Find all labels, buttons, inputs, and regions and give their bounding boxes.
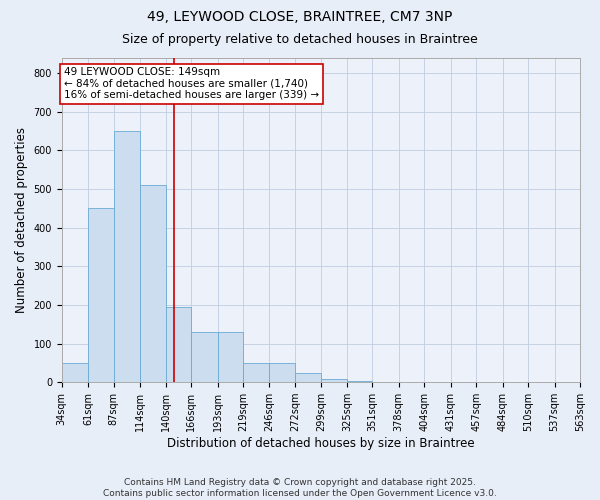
Text: 49 LEYWOOD CLOSE: 149sqm
← 84% of detached houses are smaller (1,740)
16% of sem: 49 LEYWOOD CLOSE: 149sqm ← 84% of detach… bbox=[64, 67, 319, 100]
Y-axis label: Number of detached properties: Number of detached properties bbox=[15, 127, 28, 313]
Bar bbox=[191, 332, 218, 382]
Bar bbox=[243, 363, 269, 382]
Text: Size of property relative to detached houses in Braintree: Size of property relative to detached ho… bbox=[122, 32, 478, 46]
Bar bbox=[62, 363, 88, 382]
Bar bbox=[113, 131, 140, 382]
Bar bbox=[295, 372, 322, 382]
Bar bbox=[269, 363, 295, 382]
Bar bbox=[88, 208, 113, 382]
Bar bbox=[218, 332, 243, 382]
Bar bbox=[140, 185, 166, 382]
Text: 49, LEYWOOD CLOSE, BRAINTREE, CM7 3NP: 49, LEYWOOD CLOSE, BRAINTREE, CM7 3NP bbox=[148, 10, 452, 24]
Text: Contains HM Land Registry data © Crown copyright and database right 2025.
Contai: Contains HM Land Registry data © Crown c… bbox=[103, 478, 497, 498]
X-axis label: Distribution of detached houses by size in Braintree: Distribution of detached houses by size … bbox=[167, 437, 475, 450]
Bar bbox=[166, 307, 191, 382]
Bar bbox=[322, 379, 347, 382]
